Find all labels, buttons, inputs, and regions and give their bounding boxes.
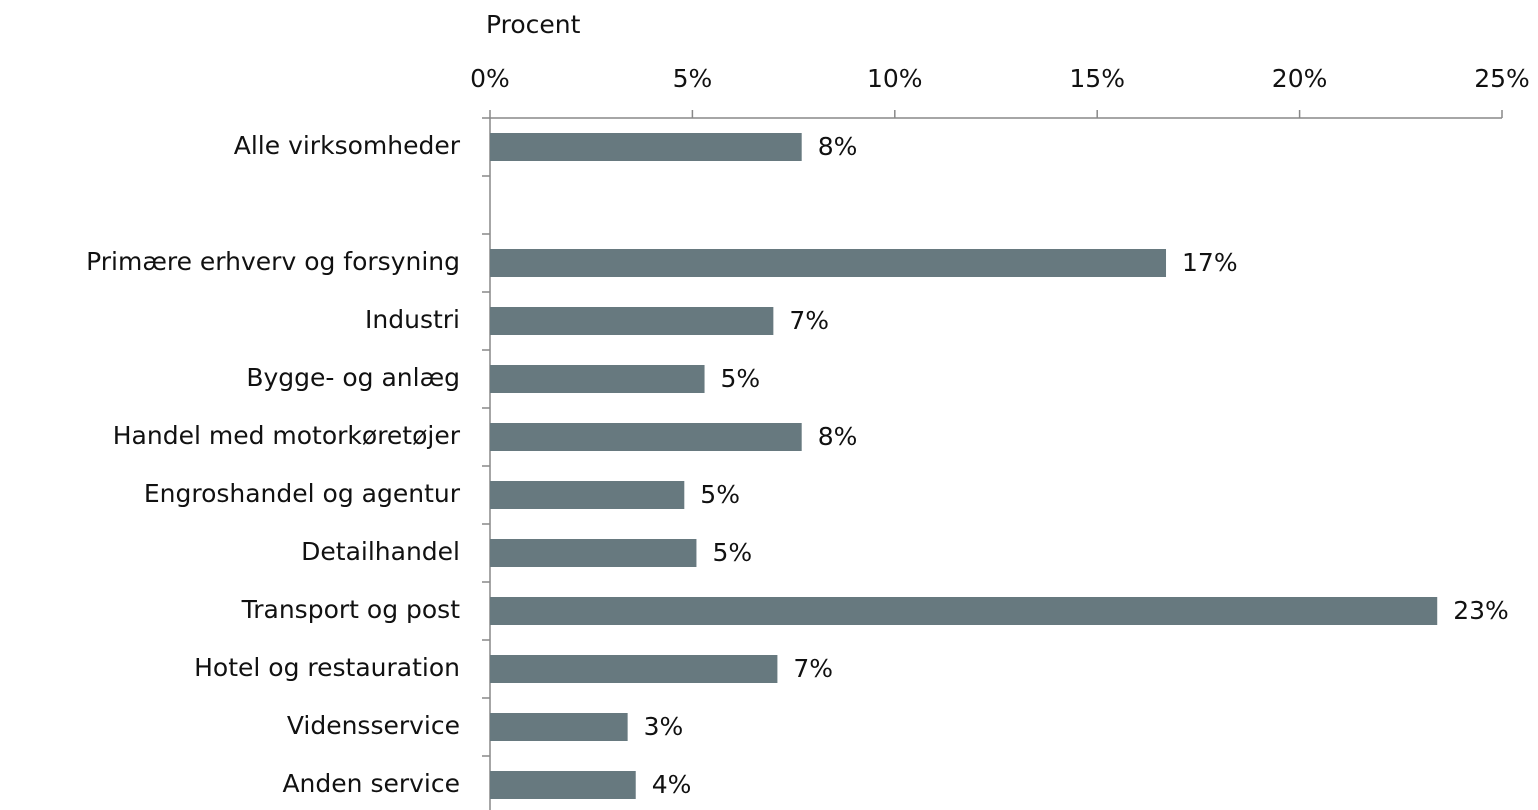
- bar: [490, 597, 1438, 625]
- y-tick-label: Engroshandel og agentur: [144, 479, 461, 508]
- x-tick-label: 0%: [470, 64, 510, 93]
- y-tick-label: Transport og post: [241, 595, 461, 624]
- bar: [490, 481, 685, 509]
- bar: [490, 307, 774, 335]
- value-label: 8%: [818, 132, 858, 161]
- x-tick-label: 25%: [1474, 64, 1530, 93]
- bar: [490, 423, 802, 451]
- x-tick-label: 20%: [1272, 64, 1328, 93]
- y-tick-label: Anden service: [282, 769, 460, 798]
- value-label: 8%: [818, 422, 858, 451]
- y-tick-label: Detailhandel: [301, 537, 460, 566]
- x-tick-label: 15%: [1069, 64, 1125, 93]
- bar: [490, 365, 705, 393]
- value-label: 5%: [721, 364, 761, 393]
- y-tick-label: Hotel og restauration: [194, 653, 460, 682]
- y-tick-label: Vidensservice: [287, 711, 460, 740]
- bar: [490, 133, 802, 161]
- value-label: 7%: [793, 654, 833, 683]
- value-label: 5%: [712, 538, 752, 567]
- y-tick-label: Industri: [365, 305, 460, 334]
- bar: [490, 539, 697, 567]
- value-label: 5%: [700, 480, 740, 509]
- bar: [490, 713, 628, 741]
- y-tick-label: Alle virksomheder: [234, 131, 461, 160]
- value-label: 4%: [652, 770, 692, 799]
- y-tick-label: Handel med motorkøretøjer: [113, 421, 461, 450]
- axis-title: Procent: [486, 10, 581, 39]
- y-tick-label: Bygge- og anlæg: [246, 363, 460, 392]
- y-tick-label: Primære erhverv og forsyning: [86, 247, 460, 276]
- x-tick-label: 5%: [673, 64, 713, 93]
- value-label: 7%: [789, 306, 829, 335]
- value-label: 23%: [1453, 596, 1509, 625]
- bar: [490, 655, 778, 683]
- bar: [490, 249, 1167, 277]
- value-label: 17%: [1182, 248, 1238, 277]
- x-tick-label: 10%: [867, 64, 923, 93]
- bar: [490, 771, 636, 799]
- value-label: 3%: [644, 712, 684, 741]
